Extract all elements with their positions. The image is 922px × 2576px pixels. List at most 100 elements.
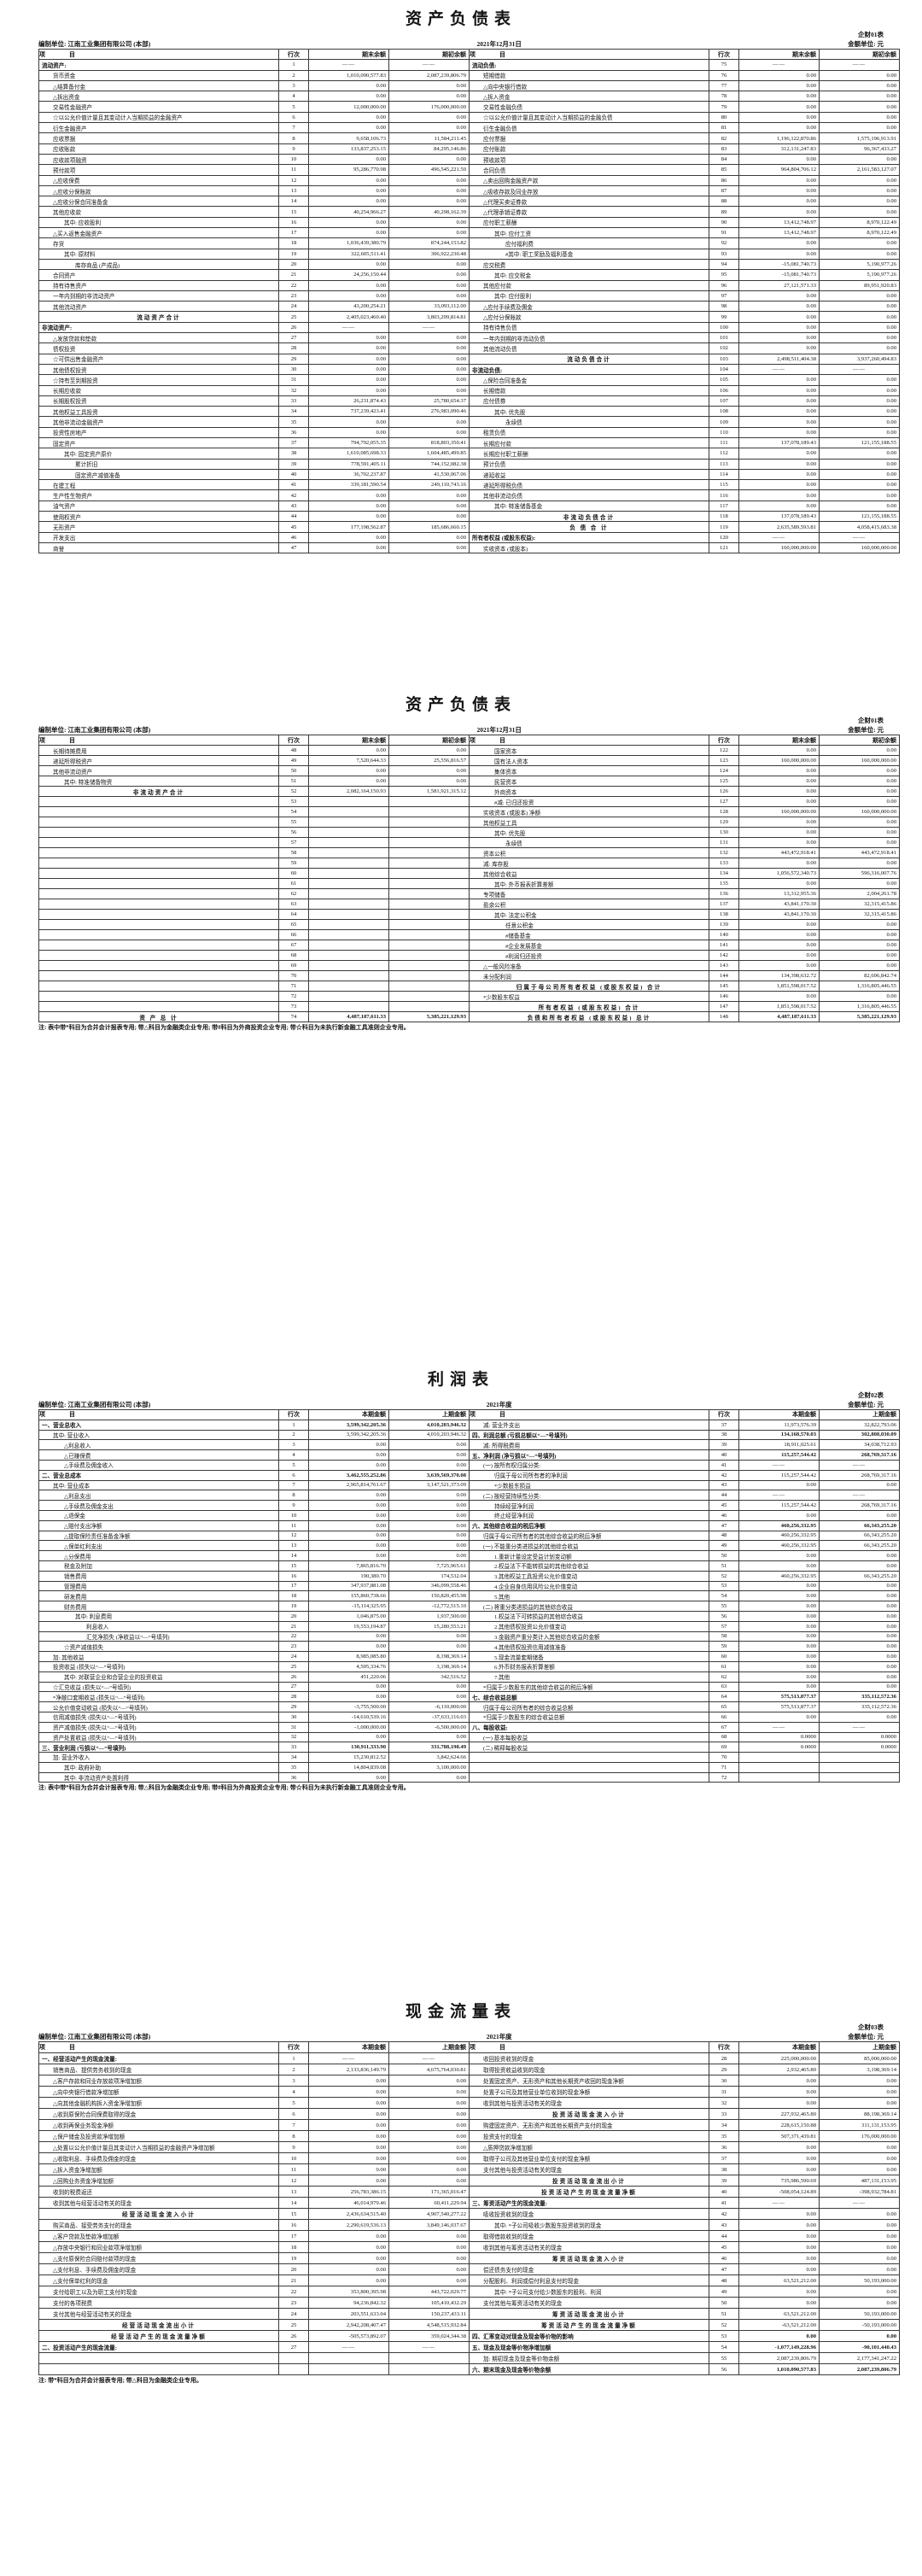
amount-cell: 268,769,317.16 bbox=[819, 1469, 900, 1481]
table-row: 长期股权投资 33 26,231,874.43 25,780,654.37 应付债券 10… bbox=[38, 395, 900, 407]
item-label-cell: △向中央银行借款净增加额 bbox=[38, 2086, 279, 2098]
item-label-cell: 生产性生物资产 bbox=[38, 489, 279, 501]
amount-cell: 0.00 bbox=[819, 91, 900, 102]
item-label-cell bbox=[38, 888, 279, 899]
amount-cell bbox=[388, 806, 470, 817]
item-label-cell bbox=[469, 1761, 709, 1773]
line-number-cell: 113 bbox=[709, 458, 739, 470]
table-row: 57 永续债 131 0.00 0.00 bbox=[38, 837, 900, 848]
line-number-cell: 69 bbox=[709, 1742, 739, 1753]
table-row: △支付保单红利的现金 21 0.00 0.00 分配股利、利润或偿付利息支付的现金 48 6… bbox=[38, 2274, 900, 2286]
amount-cell: -6,500,000.00 bbox=[388, 1721, 470, 1733]
item-label-cell: #企业发展基金 bbox=[469, 940, 709, 951]
amount-cell: 0.0000 bbox=[819, 1742, 900, 1753]
table-row: 经营活动现金流入小计 15 2,436,634,515.40 4,907,540,27… bbox=[38, 2208, 900, 2220]
amount-cell: 2,087,239,806.79 bbox=[388, 69, 470, 81]
line-number-cell: 28 bbox=[278, 342, 309, 354]
item-label-cell: △收到再保业务现金净额 bbox=[38, 2119, 279, 2131]
line-number-cell: 24 bbox=[278, 1651, 309, 1662]
table-row: 58 资本公积 132 443,472,918.41 443,472,918.41 bbox=[38, 847, 900, 858]
amount-cell: 0.00 bbox=[388, 258, 470, 271]
amount-cell: —— bbox=[308, 321, 389, 334]
line-number-cell: 51 bbox=[278, 776, 309, 787]
column-header-prior: 期初余额 bbox=[388, 48, 470, 61]
item-label-cell: 一、营业总收入 bbox=[38, 1419, 279, 1431]
amount-cell: 0.00 bbox=[388, 2119, 470, 2131]
amount-cell: 0.00 bbox=[738, 2163, 820, 2175]
line-number-cell: 48 bbox=[709, 1530, 739, 1542]
amount-cell: 0.00 bbox=[388, 1681, 470, 1693]
table-row: 收到其他与经营活动有关的现金 14 46,014,979.46 60,411,229.… bbox=[38, 2197, 900, 2209]
item-label-cell: 应收账款 bbox=[38, 143, 279, 155]
amount-cell: 1,046,875.00 bbox=[308, 1610, 389, 1622]
line-number-cell: 29 bbox=[278, 353, 309, 365]
item-label-cell: △发放贷款和垫款 bbox=[38, 332, 279, 344]
line-number-cell: 61 bbox=[709, 1660, 739, 1672]
line-number-cell: 44 bbox=[709, 1490, 739, 1502]
item-label-cell: 累计折旧 bbox=[38, 458, 279, 470]
amount-cell: 0.00 bbox=[308, 2152, 389, 2164]
amount-cell: 0.00 bbox=[388, 511, 470, 523]
line-number-cell: 34 bbox=[709, 2119, 739, 2131]
amount-cell bbox=[819, 1752, 900, 1763]
amount-cell: 0.00 bbox=[819, 929, 900, 940]
line-number-cell: 42 bbox=[709, 1469, 739, 1481]
amount-cell: 0.00 bbox=[308, 1490, 389, 1502]
amount-cell: 0.00 bbox=[819, 2230, 900, 2242]
amount-cell: 185,686,660.15 bbox=[388, 521, 470, 533]
line-number-cell: 14 bbox=[278, 1550, 309, 1561]
line-number-cell: 77 bbox=[709, 79, 739, 92]
line-number-cell: 114 bbox=[709, 468, 739, 481]
amount-cell: 0.00 bbox=[819, 1580, 900, 1592]
item-label-cell: 应收票据 bbox=[38, 132, 279, 144]
amount-cell: 0.00 bbox=[819, 395, 900, 407]
table-row: 支付给职工以及为职工支付的现金 22 353,800,395.98 443,722,0… bbox=[38, 2286, 900, 2298]
report-title: 资产负债表 bbox=[405, 696, 516, 714]
line-number-cell: 53 bbox=[278, 796, 309, 807]
amount-cell: 0.00 bbox=[388, 2175, 470, 2187]
amount-cell bbox=[388, 888, 470, 899]
amount-cell: 0.00 bbox=[819, 1590, 900, 1602]
item-label-cell: △应付分保账款 bbox=[469, 311, 709, 323]
report-date: 2021年度 bbox=[486, 2033, 512, 2040]
amount-cell: 0.00 bbox=[738, 1671, 820, 1683]
item-label-cell: △保户储金及投资款净增加额 bbox=[38, 2130, 279, 2142]
item-label-cell: △处置以公允价值计量且其变动计入当期损益的金融资产净增加额 bbox=[38, 2141, 279, 2153]
table-row: 投资收益 (损失以“—”号填列) 25 4,505,334.76 3,198,369.… bbox=[38, 1660, 900, 1672]
item-label-cell: 归属于母公司所有者的综合收益总额 bbox=[469, 1701, 709, 1712]
line-number-cell: 33 bbox=[278, 1742, 309, 1753]
line-number-cell: 24 bbox=[278, 301, 309, 313]
line-number-cell: 111 bbox=[709, 436, 739, 449]
line-number-cell: 81 bbox=[709, 122, 739, 134]
table-row: △客户存款和同业存放款项净增加额 3 0.00 0.00 处置固定资产、无形资产和其他长… bbox=[38, 2075, 900, 2087]
amount-cell: 0.00 bbox=[388, 353, 470, 365]
line-number-cell: 124 bbox=[709, 765, 739, 776]
amount-cell: 575,513,877.37 bbox=[738, 1691, 820, 1703]
table-row: 利息收入 21 19,553,194.87 15,280,553.21 2.其他债权投资… bbox=[38, 1620, 900, 1632]
line-number-cell: 58 bbox=[278, 847, 309, 858]
item-label-cell bbox=[38, 2352, 279, 2364]
table-row: 加: 期初现金及现金等价物余额 55 2,087,239,806.79 2,177,3… bbox=[38, 2352, 900, 2364]
amount-cell: 0.00 bbox=[738, 1630, 820, 1642]
line-number-cell: 50 bbox=[709, 1550, 739, 1561]
line-number-cell: 95 bbox=[709, 269, 739, 281]
line-number-cell: 75 bbox=[709, 59, 739, 71]
line-number-cell: 129 bbox=[709, 817, 739, 828]
line-number-cell: 16 bbox=[278, 1570, 309, 1582]
line-number-cell: 18 bbox=[278, 1590, 309, 1602]
item-label-cell: 流动资产合计 bbox=[38, 311, 279, 323]
amount-cell: 0.00 bbox=[738, 1479, 820, 1491]
amount-cell: 0.00 bbox=[738, 374, 820, 386]
item-label-cell: (一) 不能重分类进损益的其他综合收益 bbox=[469, 1540, 709, 1552]
line-number-cell: 71 bbox=[709, 1761, 739, 1773]
line-number-cell: 10 bbox=[278, 153, 309, 166]
table-row: 使用权资产 44 0.00 0.00 非流动负债合计 118 137,078,189.43 1… bbox=[38, 511, 900, 523]
amount-cell: 0.00 bbox=[738, 301, 820, 313]
line-number-cell: 56 bbox=[709, 1610, 739, 1622]
amount-cell: 0.00 bbox=[388, 1459, 470, 1471]
item-label-cell: △拆出资金 bbox=[38, 91, 279, 102]
item-label-cell: (一) 按所有权归属分类: bbox=[469, 1459, 709, 1471]
amount-cell: 225,000,000.00 bbox=[738, 2052, 820, 2064]
amount-cell: 0.00 bbox=[738, 122, 820, 134]
